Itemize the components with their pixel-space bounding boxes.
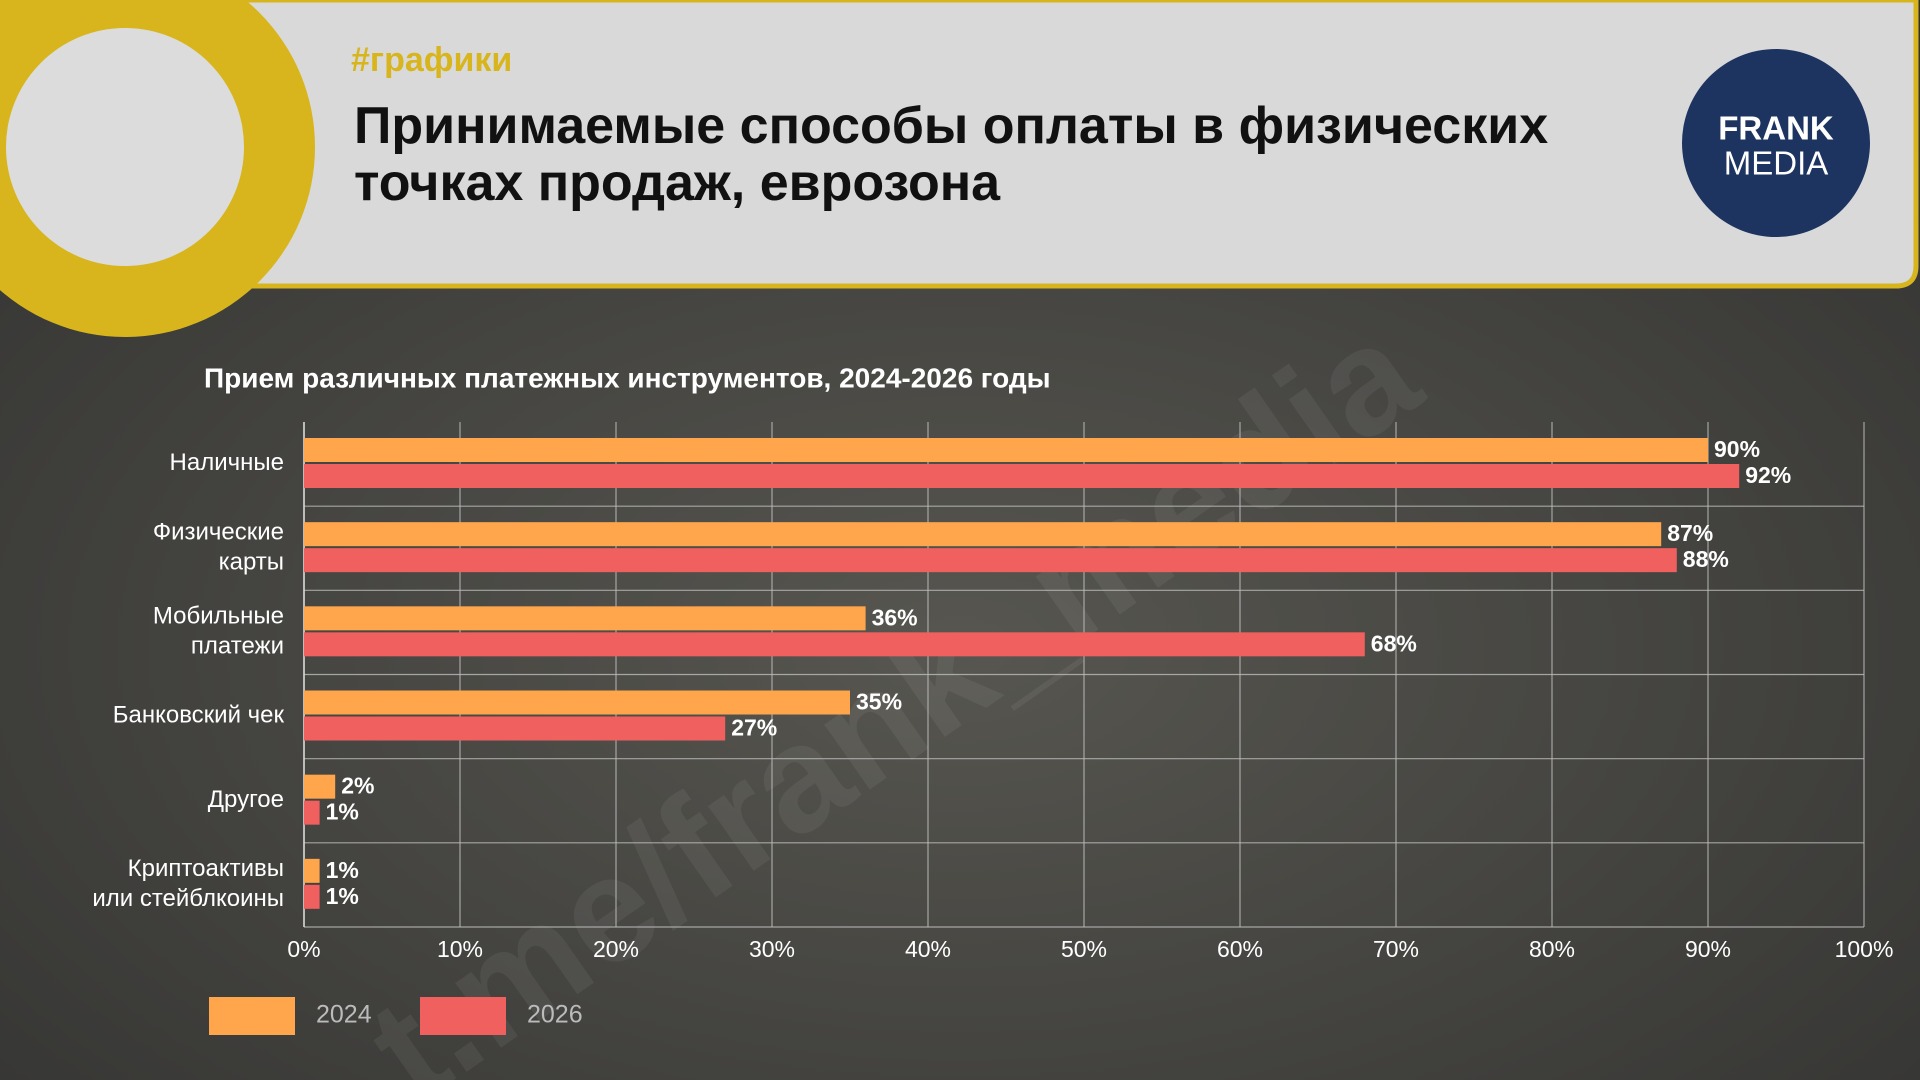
bar xyxy=(304,800,320,825)
bar xyxy=(304,858,320,883)
bar xyxy=(304,716,726,741)
y-tick-label: Наличные xyxy=(170,449,284,476)
x-tick-label: 20% xyxy=(593,936,639,962)
x-tick-label: 0% xyxy=(287,936,320,962)
logo xyxy=(1682,49,1870,237)
data-label: 88% xyxy=(1683,546,1729,572)
bar xyxy=(304,438,1708,462)
data-label: 1% xyxy=(326,883,359,909)
bar xyxy=(304,690,850,715)
data-label: 2% xyxy=(341,773,374,799)
bar xyxy=(304,884,320,909)
legend-swatch xyxy=(420,997,506,1035)
page-title: Принимаемые способы оплаты в физических т… xyxy=(354,97,1548,212)
x-tick-label: 90% xyxy=(1685,936,1731,962)
legend-swatch xyxy=(209,997,295,1035)
x-tick-label: 10% xyxy=(437,936,483,962)
ring-inner xyxy=(6,28,244,266)
chart-title: Прием различных платежных инструментов, … xyxy=(204,362,1051,393)
data-label: 92% xyxy=(1745,462,1791,488)
y-tick-label: Мобильные платежи xyxy=(153,603,284,660)
data-label: 27% xyxy=(731,715,777,741)
y-tick-label: Банковский чек xyxy=(113,702,285,729)
legend-label: 2024 xyxy=(316,1001,372,1029)
tag: #графики xyxy=(351,41,512,79)
x-tick-label: 50% xyxy=(1061,936,1107,962)
data-label: 90% xyxy=(1714,436,1760,462)
data-label: 1% xyxy=(326,857,359,883)
data-label: 87% xyxy=(1667,520,1713,546)
logo-text: FRANK xyxy=(1718,110,1834,147)
bar xyxy=(304,774,336,799)
data-label: 1% xyxy=(326,799,359,825)
x-tick-label: 100% xyxy=(1835,936,1894,962)
x-tick-label: 80% xyxy=(1529,936,1575,962)
header-panel xyxy=(0,0,1919,289)
data-label: 36% xyxy=(872,604,918,630)
x-tick-label: 40% xyxy=(905,936,951,962)
bar xyxy=(304,464,1740,488)
data-label: 68% xyxy=(1371,630,1417,656)
logo-text: MEDIA xyxy=(1724,145,1829,182)
bar xyxy=(304,632,1365,657)
y-tick-label: Криптоактивы или стейблкоины xyxy=(92,855,284,912)
legend-label: 2026 xyxy=(527,1001,583,1029)
y-tick-label: Другое xyxy=(208,786,284,813)
bar xyxy=(304,548,1677,573)
y-tick-label: Физические карты xyxy=(153,519,284,576)
data-label: 35% xyxy=(856,689,902,715)
bar xyxy=(304,606,866,631)
x-tick-label: 70% xyxy=(1373,936,1419,962)
x-tick-label: 60% xyxy=(1217,936,1263,962)
x-tick-label: 30% xyxy=(749,936,795,962)
bar xyxy=(304,522,1662,547)
